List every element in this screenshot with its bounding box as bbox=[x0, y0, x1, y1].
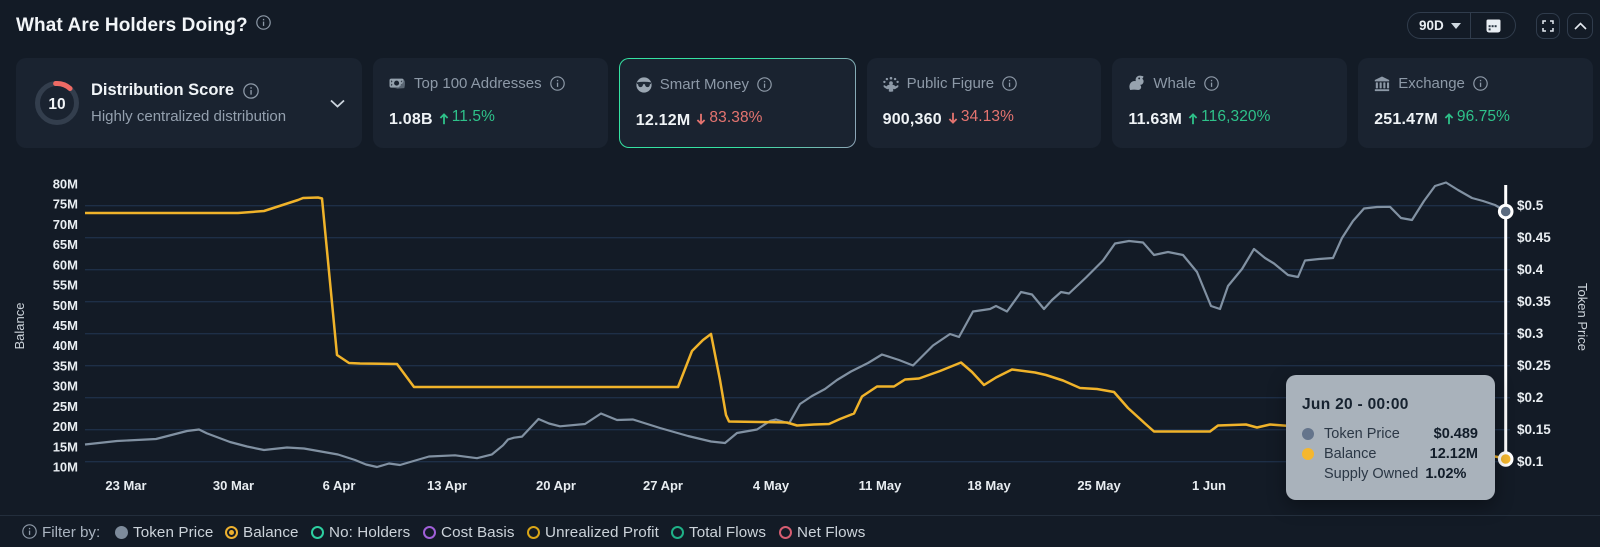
svg-text:$0.35: $0.35 bbox=[1517, 294, 1551, 309]
svg-text:$0.3: $0.3 bbox=[1517, 326, 1544, 341]
svg-text:13 Apr: 13 Apr bbox=[427, 478, 467, 493]
svg-text:20 Apr: 20 Apr bbox=[536, 478, 576, 493]
svg-text:75M: 75M bbox=[53, 197, 78, 212]
svg-text:25M: 25M bbox=[53, 399, 78, 414]
svg-text:27 Apr: 27 Apr bbox=[643, 478, 683, 493]
svg-text:18 May: 18 May bbox=[967, 478, 1011, 493]
svg-text:11 May: 11 May bbox=[859, 478, 902, 493]
svg-text:30 Mar: 30 Mar bbox=[213, 478, 254, 493]
svg-text:55M: 55M bbox=[53, 278, 78, 293]
svg-text:65M: 65M bbox=[53, 237, 78, 252]
svg-text:23 Mar: 23 Mar bbox=[105, 478, 146, 493]
svg-text:50M: 50M bbox=[53, 298, 78, 313]
svg-text:4 May: 4 May bbox=[753, 478, 790, 493]
svg-text:Balance: Balance bbox=[12, 303, 27, 350]
svg-text:$0.2: $0.2 bbox=[1517, 390, 1543, 405]
svg-text:$0.15: $0.15 bbox=[1517, 422, 1551, 437]
svg-text:$0.1: $0.1 bbox=[1517, 454, 1544, 469]
svg-text:10M: 10M bbox=[53, 460, 78, 475]
svg-text:70M: 70M bbox=[53, 217, 78, 232]
svg-text:$0.5: $0.5 bbox=[1517, 198, 1544, 213]
svg-text:25 May: 25 May bbox=[1077, 478, 1121, 493]
svg-text:$0.25: $0.25 bbox=[1517, 358, 1551, 373]
svg-text:35M: 35M bbox=[53, 358, 78, 373]
svg-text:30M: 30M bbox=[53, 379, 78, 394]
svg-text:$0.4: $0.4 bbox=[1517, 262, 1544, 277]
svg-text:10: 10 bbox=[48, 96, 65, 113]
svg-text:1 Jun: 1 Jun bbox=[1192, 478, 1226, 493]
svg-text:60M: 60M bbox=[53, 257, 78, 272]
svg-text:15M: 15M bbox=[53, 439, 78, 454]
svg-text:40M: 40M bbox=[53, 338, 78, 353]
svg-text:45M: 45M bbox=[53, 318, 78, 333]
svg-text:Token Price: Token Price bbox=[1575, 283, 1590, 351]
svg-text:20M: 20M bbox=[53, 419, 78, 434]
svg-text:6 Apr: 6 Apr bbox=[323, 478, 356, 493]
svg-text:$0.45: $0.45 bbox=[1517, 230, 1551, 245]
svg-text:80M: 80M bbox=[53, 177, 78, 192]
